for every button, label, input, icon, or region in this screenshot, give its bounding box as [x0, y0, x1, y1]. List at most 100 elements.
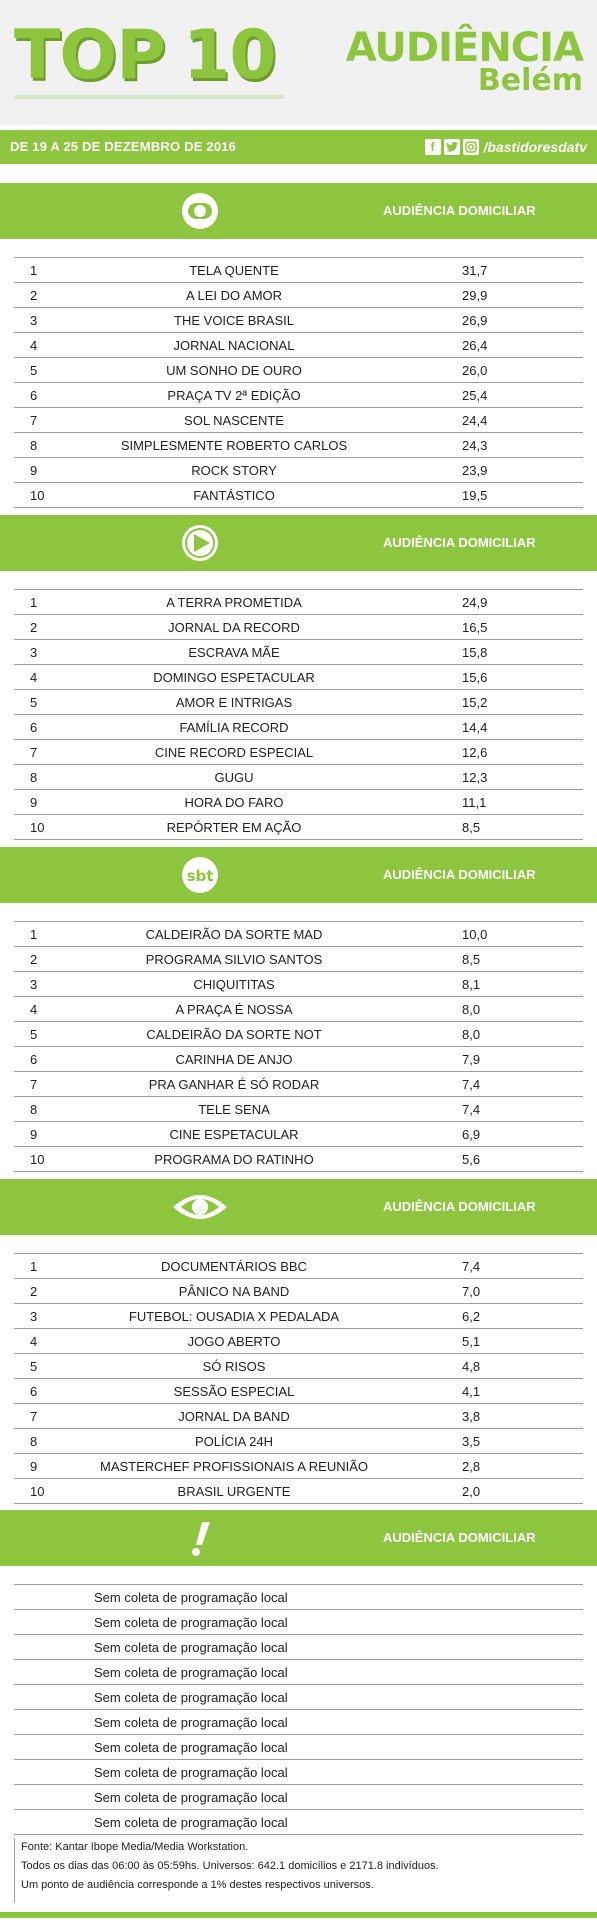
rank-number: 3: [30, 313, 38, 328]
section-header: AUDIÊNCIA DOMICILIAR: [0, 1510, 597, 1566]
rank-number: 10: [30, 1152, 45, 1167]
program-name: A LEI DO AMOR: [185, 288, 283, 303]
section-header: AUDIÊNCIA DOMICILIAR: [0, 183, 597, 239]
date-bar: DE 19 A 25 DE DEZEMBRO DE 2016 f /bastid…: [0, 130, 597, 164]
rating-value: 23,9: [462, 463, 488, 478]
table-row: 8 SIMPLESMENTE ROBERTO CARLOS 24,3: [14, 433, 583, 458]
table-row: 2 PROGRAMA SILVIO SANTOS 8,5: [14, 947, 583, 972]
table-row: 7 PRA GANHAR É SÓ RODAR 7,4: [14, 1072, 583, 1097]
rating-value: 10,0: [462, 927, 488, 942]
rank-number: 1: [30, 263, 38, 278]
schedule-note: Todos os dias das 06:00 às 05:59hs. Univ…: [21, 1860, 439, 1872]
program-name: CINE ESPETACULAR: [169, 1127, 299, 1142]
table-row: 3 FUTEBOL: OUSADIA X PEDALADA 6,2: [14, 1304, 583, 1329]
rank-number: 9: [30, 1459, 38, 1474]
rank-number: 3: [30, 1309, 38, 1324]
no-data-text: Sem coleta de programação local: [94, 1665, 288, 1680]
social-links: f /bastidoresdatv: [424, 138, 587, 156]
no-data-text: Sem coleta de programação local: [94, 1790, 288, 1805]
rating-value: 2,0: [462, 1484, 481, 1499]
rank-number: 4: [30, 1002, 38, 1017]
rank-number: 1: [30, 595, 38, 610]
table-row: 5 AMOR E INTRIGAS 15,2: [14, 690, 583, 715]
program-name: JOGO ABERTO: [187, 1334, 281, 1349]
table-row: 6 SESSÃO ESPECIAL 4,1: [14, 1379, 583, 1404]
table-row: 6 FAMÍLIA RECORD 14,4: [14, 715, 583, 740]
rating-value: 12,3: [462, 770, 488, 785]
rating-value: 6,9: [462, 1127, 481, 1142]
rank-number: 8: [30, 438, 38, 453]
facebook-icon[interactable]: f: [424, 139, 441, 155]
program-name: A PRAÇA É NOSSA: [175, 1002, 293, 1017]
rating-value: 24,3: [462, 438, 488, 453]
rank-number: 2: [30, 620, 38, 635]
period-text: DE 19 A 25 DE DEZEMBRO DE 2016: [10, 139, 237, 154]
top-title-number: 10: [183, 16, 277, 95]
rating-value: 15,8: [462, 645, 488, 660]
rating-value: 26,0: [462, 363, 488, 378]
rank-number: 5: [30, 695, 38, 710]
table-row: 7 SOL NASCENTE 24,4: [14, 408, 583, 433]
rating-value: 16,5: [462, 620, 488, 635]
ranking-table: 1 TELA QUENTE 31,7 2 A LEI DO AMOR 29,9 3 THE…: [14, 257, 583, 508]
program-name: DOMINGO ESPETACULAR: [153, 670, 315, 685]
rank-number: 9: [30, 463, 38, 478]
rating-value: 4,8: [462, 1359, 481, 1374]
no-data-text: Sem coleta de programação local: [94, 1690, 288, 1705]
section-label: AUDIÊNCIA DOMICILIAR: [383, 535, 536, 550]
program-name: TELE SENA: [198, 1102, 270, 1117]
program-name: CALDEIRÃO DA SORTE NOT: [146, 1027, 322, 1042]
twitter-icon[interactable]: [443, 139, 460, 155]
table-row: 3 ESCRAVA MÃE 15,8: [14, 640, 583, 665]
top-title-word: TOP: [14, 16, 166, 95]
section-header: AUDIÊNCIA DOMICILIAR: [0, 515, 597, 571]
program-name: FAMÍLIA RECORD: [179, 720, 289, 735]
rating-value: 3,5: [462, 1434, 481, 1449]
footer-notes: Fonte: Kantar Ibope Media/Media Workstat…: [14, 1838, 591, 1902]
title-underline: [14, 95, 284, 99]
rank-number: 10: [30, 820, 45, 835]
program-name: SOL NASCENTE: [184, 413, 284, 428]
program-name: PRAÇA TV 2ª EDIÇÃO: [167, 388, 301, 403]
table-row: 3 THE VOICE BRASIL 26,9: [14, 308, 583, 333]
table-row: 9 MASTERCHEF PROFISSIONAIS A REUNIÃO 2,8: [14, 1454, 583, 1479]
rank-number: 10: [30, 488, 45, 503]
table-row: 7 CINE RECORD ESPECIAL 12,6: [14, 740, 583, 765]
table-row: 4 DOMINGO ESPETACULAR 15,6: [14, 665, 583, 690]
table-row: 10 PROGRAMA DO RATINHO 5,6: [14, 1147, 583, 1172]
rating-value: 29,9: [462, 288, 488, 303]
audiencia-title: AUDIÊNCIA: [345, 25, 584, 71]
rating-value: 31,7: [462, 263, 488, 278]
sbt-logo-icon: sbt: [182, 857, 218, 893]
no-data-text: Sem coleta de programação local: [94, 1715, 288, 1730]
rank-number: 4: [30, 1334, 38, 1349]
social-handle[interactable]: /bastidoresdatv: [483, 139, 587, 155]
program-name: CALDEIRÃO DA SORTE MAD: [145, 927, 323, 942]
section-header: sbt AUDIÊNCIA DOMICILIAR: [0, 847, 597, 903]
rank-number: 5: [30, 1027, 38, 1042]
rating-value: 4,1: [462, 1384, 481, 1399]
table-row: 4 A PRAÇA É NOSSA 8,0: [14, 997, 583, 1022]
program-name: JORNAL NACIONAL: [173, 338, 295, 353]
rank-number: 1: [30, 1259, 38, 1274]
record-logo-icon: [182, 525, 218, 561]
bottom-divider: [0, 1912, 597, 1918]
rating-value: 2,8: [462, 1459, 481, 1474]
table-row: 2 JORNAL DA RECORD 16,5: [14, 615, 583, 640]
table-row: 3 CHIQUITITAS 8,1: [14, 972, 583, 997]
rank-number: 6: [30, 1052, 38, 1067]
table-row: 9 CINE ESPETACULAR 6,9: [14, 1122, 583, 1147]
redetv-logo-icon: [192, 1522, 210, 1556]
table-row: Sem coleta de programação local: [14, 1710, 583, 1735]
no-data-text: Sem coleta de programação local: [94, 1615, 288, 1630]
rank-number: 9: [30, 795, 38, 810]
table-row: 8 POLÍCIA 24H 3,5: [14, 1429, 583, 1454]
program-name: REPÓRTER EM AÇÃO: [166, 820, 302, 835]
table-row: 10 BRASIL URGENTE 2,0: [14, 1479, 583, 1504]
instagram-icon[interactable]: [462, 139, 479, 155]
rating-value: 26,9: [462, 313, 488, 328]
table-row: Sem coleta de programação local: [14, 1735, 583, 1760]
program-name: POLÍCIA 24H: [194, 1434, 274, 1449]
city-subtitle: Belém: [477, 63, 583, 98]
table-row: 4 JORNAL NACIONAL 26,4: [14, 333, 583, 358]
